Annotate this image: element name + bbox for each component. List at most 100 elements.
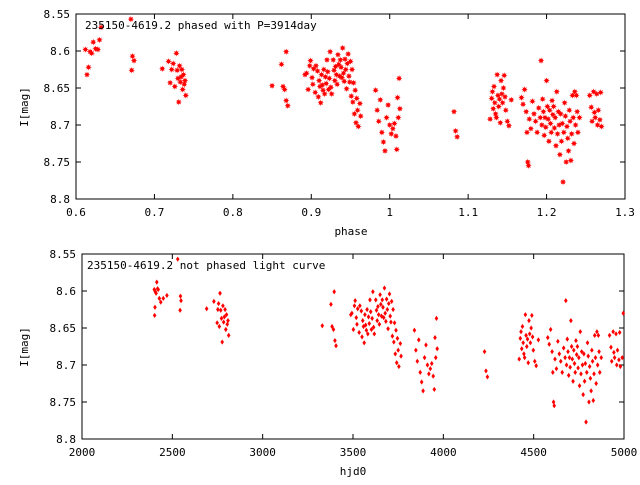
data-point [153,304,157,310]
data-point [525,343,529,350]
data-point [376,303,380,310]
data-point [217,323,222,330]
data-point [559,120,566,127]
data-point [537,114,544,121]
data-point [585,340,590,346]
data-point [353,298,357,304]
data-point [368,297,372,303]
data-point [578,329,583,335]
data-point [450,108,458,115]
data-point [526,360,531,366]
data-point [349,98,357,106]
data-point [304,86,312,93]
data-point [492,110,499,118]
data-point [352,119,360,126]
data-point [178,293,183,299]
data-point [372,331,377,337]
data-point [354,315,359,321]
data-point [502,107,509,114]
data-point [396,347,400,353]
data-point [381,147,389,155]
data-point [339,44,346,52]
data-point [521,340,525,346]
data-point [432,386,437,393]
data-point [322,80,330,87]
data-point [212,298,216,304]
data-point [563,123,571,130]
data-point [355,321,359,327]
data-point [284,102,291,109]
data-point [391,306,395,313]
data-point [522,355,527,361]
data-point [520,323,525,330]
data-point [425,362,430,368]
data-point [330,323,334,330]
data-point [552,142,560,149]
data-point [592,332,597,338]
data-point [373,297,378,303]
data-point [592,114,599,121]
x-tick-label: 1.3 [615,206,635,219]
data-point [334,51,342,58]
data-point [574,337,578,344]
data-point [392,132,400,140]
data-point [178,66,186,73]
data-point [221,319,226,325]
phased-light-curve-panel: 8.55 8.6 8.65 8.7 8.75 8.8 0.6 0.7 0.8 0.9 1 1.1 1.… [18,8,635,238]
data-point [332,63,339,70]
data-point [561,99,568,106]
data-point [377,321,382,327]
data-point [493,71,501,78]
y-tick-label: 8.65 [50,322,77,335]
data-point [223,306,227,313]
data-point [525,162,532,169]
data-point [581,392,585,398]
data-point [216,300,221,307]
data-point [377,96,384,104]
phased-data-points [82,15,605,186]
data-point [320,323,325,329]
data-point [382,285,387,291]
data-point [527,318,531,324]
data-point [526,115,533,123]
data-point [587,363,592,370]
data-point [593,355,598,361]
data-point [351,326,356,333]
data-point [612,349,616,356]
unphased-x-axis-label: hjd0 [340,465,367,478]
data-point [307,57,314,64]
data-point [567,157,575,164]
data-point [427,371,431,377]
data-point [587,399,591,405]
data-point [351,110,358,118]
data-point [583,360,588,367]
data-point [559,178,567,186]
data-point [496,95,503,103]
data-point [540,108,547,115]
data-point [419,379,424,385]
data-point [312,62,320,69]
data-point [181,81,188,88]
data-point [523,129,531,136]
data-point [508,96,515,104]
data-point [395,114,402,121]
data-point [386,121,393,129]
data-point [371,289,375,295]
data-point [562,158,570,166]
data-point [499,99,506,106]
data-point [226,318,230,324]
data-point [369,326,374,333]
data-point [611,329,615,335]
data-point [96,36,103,44]
data-point [588,104,595,111]
unphased-chart-title: 235150-4619.2 not phased light curve [87,259,325,272]
data-point [561,345,566,351]
data-point [452,127,459,135]
data-point [94,46,102,53]
data-point [541,132,548,139]
data-point [533,129,541,136]
data-point [376,312,381,318]
phased-y-ticks: 8.55 8.6 8.65 8.7 8.75 8.8 [44,8,625,206]
data-point [384,318,388,324]
data-point [570,114,577,121]
